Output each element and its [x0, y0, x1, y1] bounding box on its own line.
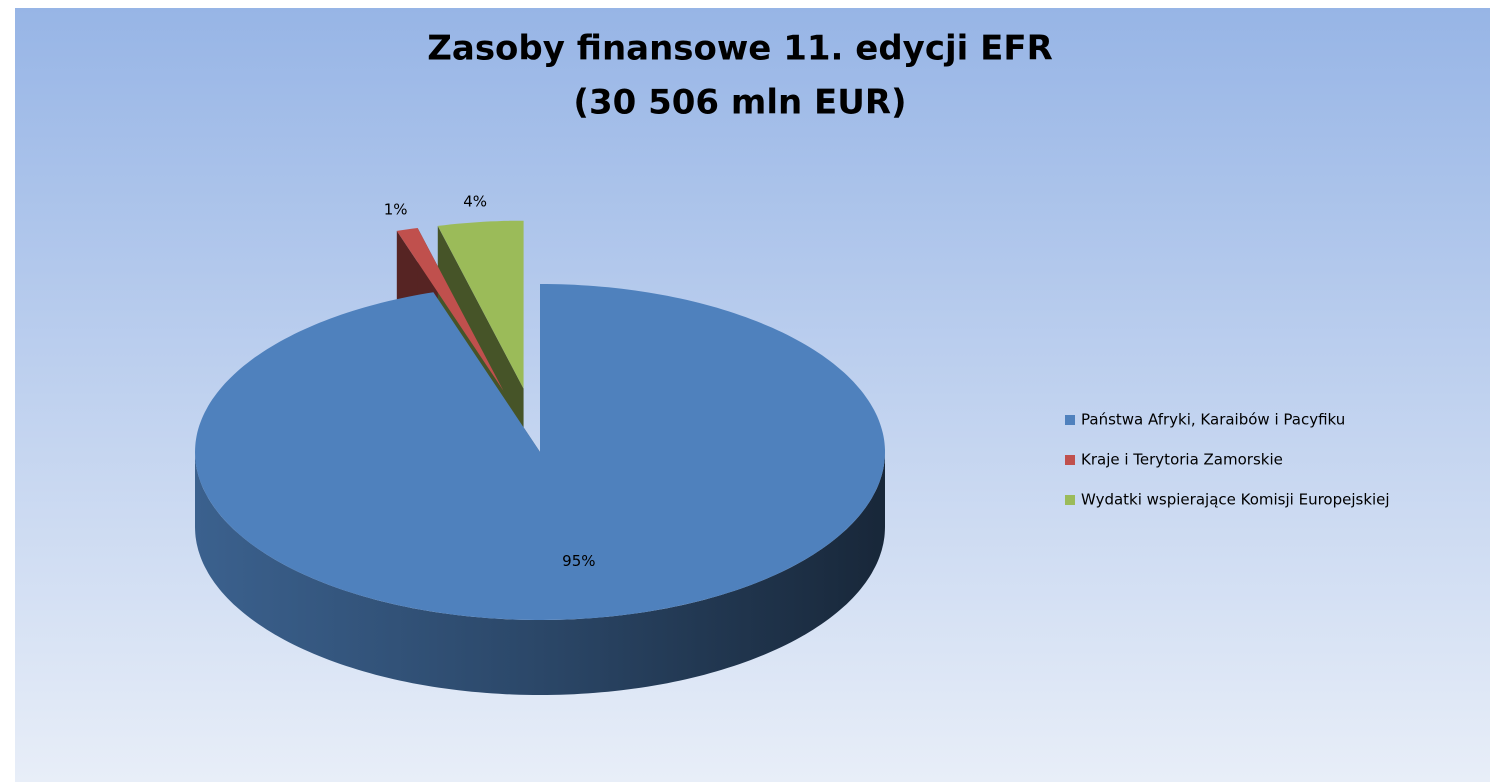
- legend-label: Kraje i Terytoria Zamorskie: [1081, 451, 1283, 469]
- data-label: 95%: [562, 552, 595, 570]
- slice: [195, 284, 885, 620]
- legend-swatch: [1065, 495, 1075, 505]
- slice-side: [195, 452, 885, 695]
- data-label: 4%: [463, 192, 487, 210]
- slice: [396, 228, 504, 391]
- data-label: 1%: [384, 201, 408, 219]
- chart-title: Zasoby finansowe 11. edycji EFR: [427, 29, 1053, 69]
- legend-label: Państwa Afryki, Karaibów i Pacyfiku: [1081, 411, 1345, 429]
- chart-subtitle: (30 506 mln EUR): [573, 83, 906, 123]
- legend-label: Wydatki wspierające Komisji Europejskiej: [1081, 491, 1390, 509]
- legend-swatch: [1065, 455, 1075, 465]
- slice: [437, 220, 524, 389]
- legend-swatch: [1065, 415, 1075, 425]
